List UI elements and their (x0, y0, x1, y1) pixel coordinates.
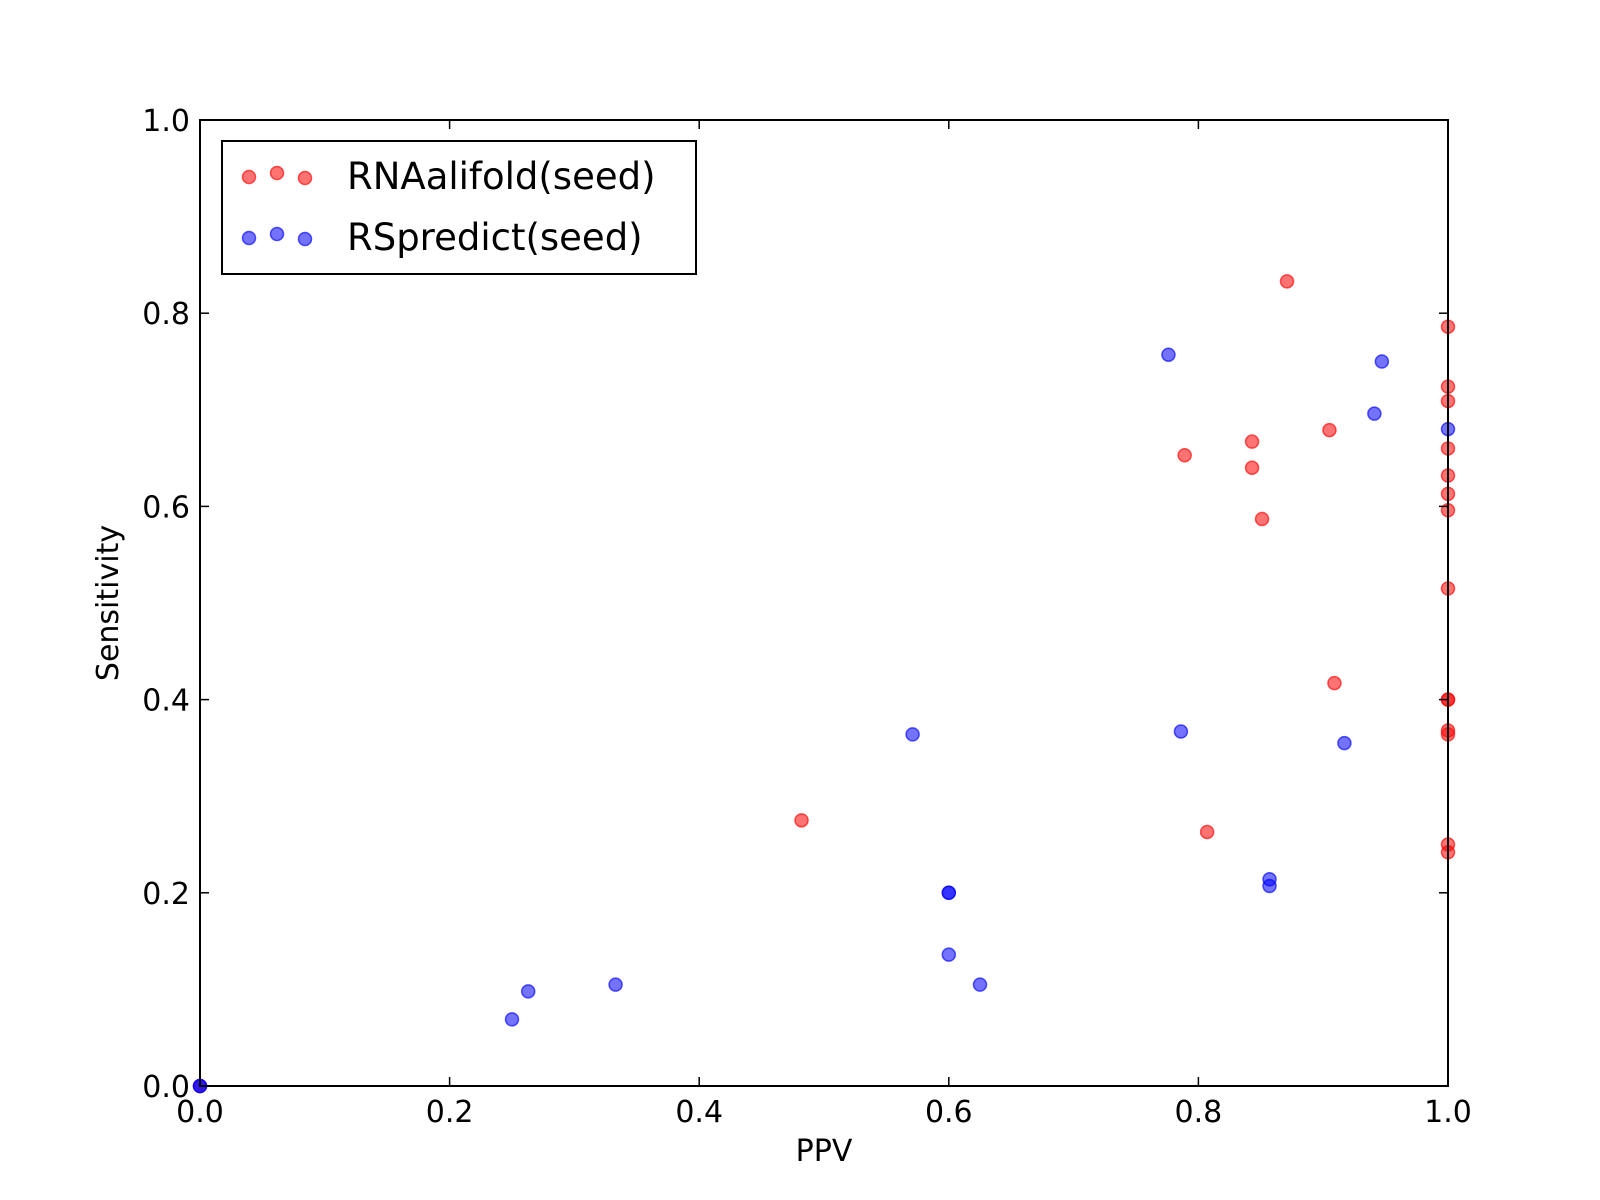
legend-label: RNAalifold(seed) (347, 155, 656, 198)
data-point-rnaalifold-seed (1279, 274, 1295, 289)
legend-marker (297, 231, 313, 247)
y-tick-label: 0.6 (142, 490, 190, 525)
data-point-rspredict-seed (1374, 354, 1390, 369)
legend-box (221, 140, 697, 275)
data-point-rspredict-seed (972, 977, 988, 992)
data-point-rspredict-seed (1173, 724, 1189, 739)
data-point-rspredict-seed (905, 727, 920, 742)
legend: RNAalifold(seed) RSpredict(seed) (221, 140, 697, 275)
data-point-rspredict-seed (1161, 347, 1176, 362)
x-tick-label: 0.0 (176, 1095, 224, 1130)
axis-ticks: 0.0 0.2 0.4 0.6 0.8 1.0 0.0 0.2 0.4 0.6 0.8 1.0 (142, 104, 1472, 1130)
data-point-rnaalifold-seed (1244, 460, 1260, 476)
data-point-rspredict-seed (520, 984, 536, 999)
data-point-rspredict-seed (1337, 735, 1352, 751)
plot-frame (199, 119, 1449, 1087)
x-tick-label: 0.2 (426, 1095, 474, 1130)
data-point-rspredict-seed (941, 947, 957, 962)
y-axis-label: Sensitivity (91, 525, 126, 681)
x-tick-label: 1.0 (1424, 1095, 1472, 1130)
y-tick-label: 0.4 (142, 684, 190, 719)
y-tick-label: 0.2 (142, 877, 190, 912)
data-point-rspredict-seed (1262, 878, 1277, 894)
x-tick-label: 0.4 (675, 1095, 723, 1130)
legend-marker (297, 170, 313, 186)
x-axis-label: PPV (796, 1134, 853, 1169)
legend-marker (241, 230, 257, 246)
data-point-rnaalifold-seed (1327, 675, 1342, 691)
data-point-rnaalifold-seed (1244, 434, 1260, 449)
data-point-rspredict-seed (1367, 406, 1382, 421)
x-tick-label: 0.6 (925, 1095, 973, 1130)
data-point-rnaalifold-seed (1322, 422, 1337, 438)
x-tick-label: 0.8 (1175, 1095, 1223, 1130)
data-point-rnaalifold-seed (794, 813, 809, 828)
data-point-rnaalifold-seed (1254, 511, 1270, 527)
y-tick-label: 1.0 (142, 104, 190, 139)
legend-marker (241, 169, 257, 185)
legend-marker (269, 165, 285, 181)
legend-marker (269, 226, 285, 242)
data-point-rspredict-seed (608, 977, 623, 992)
legend-label: RSpredict(seed) (347, 216, 643, 259)
y-tick-label: 0.0 (142, 1070, 190, 1105)
data-point-rspredict-seed (941, 885, 957, 901)
data-point-rspredict-seed (504, 1012, 520, 1027)
data-point-rnaalifold-seed (1177, 447, 1192, 463)
data-point-rnaalifold-seed (1199, 824, 1215, 840)
y-tick-label: 0.8 (142, 297, 190, 332)
